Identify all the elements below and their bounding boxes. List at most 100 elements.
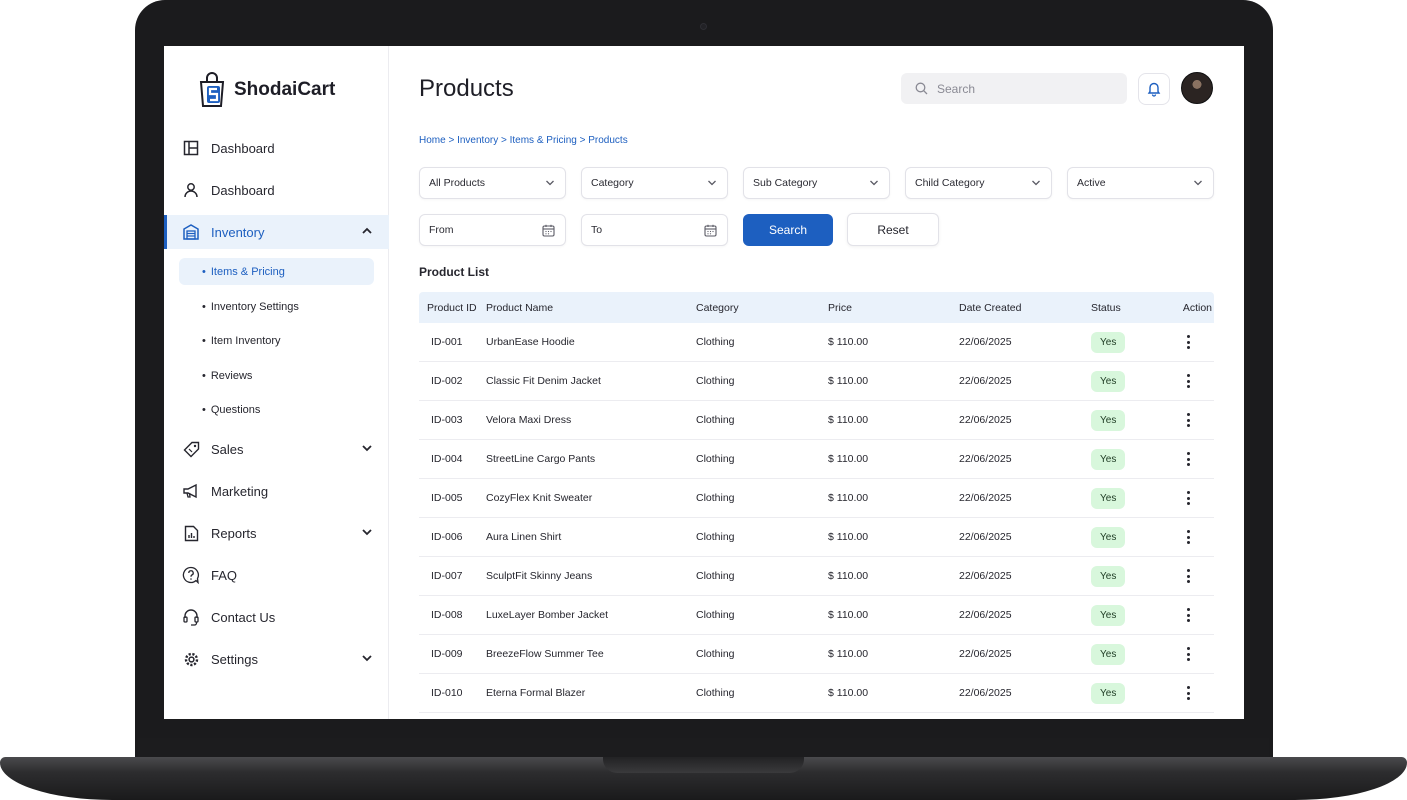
all-products-select[interactable]: All Products <box>419 167 566 199</box>
sidebar-subitem-item-inventory[interactable]: • Item Inventory <box>202 334 281 347</box>
table-row[interactable]: ID-003 Velora Maxi Dress Clothing $ 110.… <box>419 401 1214 440</box>
category-select[interactable]: Category <box>581 167 728 199</box>
sidebar-subitem-label: Items & Pricing <box>210 265 285 278</box>
child-category-select[interactable]: Child Category <box>905 167 1052 199</box>
table-row[interactable]: ID-007 SculptFit Skinny Jeans Clothing $… <box>419 557 1214 596</box>
chevron-down-icon[interactable] <box>361 526 373 538</box>
more-options-icon[interactable] <box>1187 608 1191 622</box>
chevron-up-icon[interactable] <box>361 225 373 237</box>
cell-status: Yes <box>1091 370 1163 392</box>
column-header-product-id[interactable]: Product ID <box>427 301 477 314</box>
more-options-icon[interactable] <box>1187 647 1191 661</box>
calendar-icon <box>542 224 555 237</box>
sidebar-item-dashboard-user[interactable]: Dashboard <box>164 173 389 207</box>
sidebar-item-dashboard[interactable]: Dashboard <box>164 131 389 165</box>
more-options-icon[interactable] <box>1187 569 1191 583</box>
cell-product-id: ID-007 <box>431 570 463 582</box>
sub-category-select[interactable]: Sub Category <box>743 167 890 199</box>
status-badge: Yes <box>1091 565 1126 587</box>
cell-price: $ 110.00 <box>828 531 869 543</box>
more-options-icon[interactable] <box>1187 530 1191 544</box>
table-row[interactable]: ID-001 UrbanEase Hoodie Clothing $ 110.0… <box>419 323 1214 362</box>
sidebar-item-contact-us[interactable]: Contact Us <box>164 600 389 634</box>
cell-date-created: 22/06/2025 <box>959 453 1012 465</box>
more-options-icon[interactable] <box>1187 374 1191 388</box>
chevron-down-icon[interactable] <box>361 442 373 454</box>
status-badge: Yes <box>1091 487 1126 509</box>
cell-product-id: ID-004 <box>431 453 463 465</box>
cell-product-name: StreetLine Cargo Pants <box>486 453 596 465</box>
reset-button[interactable]: Reset <box>847 213 939 246</box>
breadcrumb[interactable]: Home > Inventory > Items & Pricing > Pro… <box>419 135 628 146</box>
chevron-down-icon[interactable] <box>361 652 373 664</box>
search-input[interactable]: Search <box>901 73 1127 104</box>
sidebar-item-inventory[interactable]: Inventory <box>164 215 389 249</box>
column-header-date-created[interactable]: Date Created <box>959 301 1022 314</box>
sidebar-subitem-reviews[interactable]: • Reviews <box>202 369 253 382</box>
cell-action <box>1163 608 1214 622</box>
cell-date-created: 22/06/2025 <box>959 687 1012 699</box>
main-content: Products Search Home > Inventory > Items… <box>419 46 1214 719</box>
cell-action <box>1163 374 1214 388</box>
from-date-field[interactable]: From <box>419 214 566 246</box>
table-row[interactable]: ID-006 Aura Linen Shirt Clothing $ 110.0… <box>419 518 1214 557</box>
search-button[interactable]: Search <box>743 214 833 246</box>
app-name: ShodaiCart <box>234 79 336 100</box>
column-header-product-name[interactable]: Product Name <box>486 301 554 314</box>
table-row[interactable]: ID-010 Eterna Formal Blazer Clothing $ 1… <box>419 674 1214 713</box>
logo[interactable]: ShodaiCart <box>198 72 335 108</box>
cell-price: $ 110.00 <box>828 336 869 348</box>
table-header: Product ID Product Name Category Price D… <box>419 292 1214 323</box>
sidebar-subitem-label: Reviews <box>210 369 253 382</box>
sidebar-subitem-items-pricing[interactable]: • Items & Pricing <box>179 258 374 285</box>
column-header-price[interactable]: Price <box>828 301 852 314</box>
status-select[interactable]: Active <box>1067 167 1214 199</box>
status-badge: Yes <box>1091 409 1126 431</box>
cell-date-created: 22/06/2025 <box>959 648 1012 660</box>
cell-date-created: 22/06/2025 <box>959 531 1012 543</box>
cell-date-created: 22/06/2025 <box>959 570 1012 582</box>
cell-product-name: LuxeLayer Bomber Jacket <box>486 609 608 621</box>
more-options-icon[interactable] <box>1187 335 1191 349</box>
cell-action <box>1163 686 1214 700</box>
table-row[interactable]: ID-005 CozyFlex Knit Sweater Clothing $ … <box>419 479 1214 518</box>
sidebar-item-reports[interactable]: Reports <box>164 516 389 550</box>
sidebar-subitem-inventory-settings[interactable]: • Inventory Settings <box>202 300 299 313</box>
table-row[interactable]: ID-004 StreetLine Cargo Pants Clothing $… <box>419 440 1214 479</box>
cell-category: Clothing <box>696 570 735 582</box>
cell-status: Yes <box>1091 487 1163 509</box>
page-title: Products <box>419 75 514 102</box>
column-header-status[interactable]: Status <box>1091 301 1121 314</box>
sidebar-item-settings[interactable]: Settings <box>164 642 389 676</box>
sidebar-item-marketing[interactable]: Marketing <box>164 474 389 508</box>
cell-product-name: Aura Linen Shirt <box>486 531 562 543</box>
cell-category: Clothing <box>696 492 735 504</box>
camera <box>700 23 707 30</box>
cell-status: Yes <box>1091 604 1163 626</box>
more-options-icon[interactable] <box>1187 686 1191 700</box>
notifications-button[interactable] <box>1138 73 1170 105</box>
cell-product-name: SculptFit Skinny Jeans <box>486 570 593 582</box>
cell-category: Clothing <box>696 687 735 699</box>
cell-product-name: BreezeFlow Summer Tee <box>486 648 604 660</box>
megaphone-icon <box>182 482 200 500</box>
sidebar: ShodaiCart Dashboard Dashboard Inventory… <box>164 46 389 719</box>
table-row[interactable]: ID-009 BreezeFlow Summer Tee Clothing $ … <box>419 635 1214 674</box>
cell-price: $ 110.00 <box>828 570 869 582</box>
table-row[interactable]: ID-008 LuxeLayer Bomber Jacket Clothing … <box>419 596 1214 635</box>
cell-status: Yes <box>1091 565 1163 587</box>
cell-status: Yes <box>1091 409 1163 431</box>
sidebar-item-faq[interactable]: FAQ <box>164 558 389 592</box>
more-options-icon[interactable] <box>1187 413 1191 427</box>
sidebar-item-sales[interactable]: Sales <box>164 432 389 466</box>
table-row[interactable]: ID-002 Classic Fit Denim Jacket Clothing… <box>419 362 1214 401</box>
more-options-icon[interactable] <box>1187 452 1191 466</box>
avatar[interactable] <box>1181 72 1213 104</box>
cell-product-id: ID-001 <box>431 336 463 348</box>
sidebar-subitem-questions[interactable]: • Questions <box>202 403 261 416</box>
cell-date-created: 22/06/2025 <box>959 375 1012 387</box>
column-header-category[interactable]: Category <box>696 301 739 314</box>
gear-icon <box>182 650 200 668</box>
more-options-icon[interactable] <box>1187 491 1191 505</box>
to-date-field[interactable]: To <box>581 214 728 246</box>
